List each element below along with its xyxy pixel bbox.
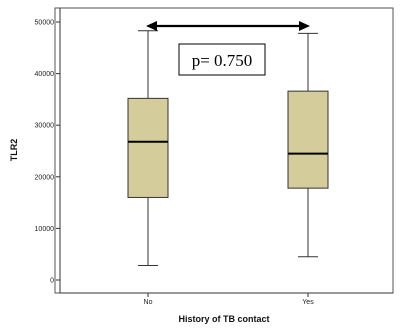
arrow-head-right (299, 21, 310, 31)
y-tick-label: 0 (50, 278, 54, 285)
y-axis-title: TLR2 (9, 139, 19, 162)
y-tick-label: 40000 (35, 71, 55, 78)
y-axis-ticks: 0 10000 20000 30000 40000 50000 (35, 20, 60, 285)
boxes-group (127, 30, 329, 267)
y-tick-label: 20000 (35, 174, 55, 181)
x-tick-label: No (144, 299, 153, 306)
y-tick-label: 50000 (35, 20, 55, 27)
p-value-annotation: p= 0.750 (146, 21, 310, 76)
iqr-box (127, 97, 169, 198)
p-value-box (178, 43, 266, 76)
x-tick-label: Yes (302, 299, 314, 306)
y-tick-label: 30000 (35, 123, 55, 130)
x-axis-title: History of TB contact (178, 314, 269, 324)
x-axis-ticks: No Yes (144, 293, 314, 306)
iqr-box (287, 90, 329, 189)
p-value-text: p= 0.750 (192, 51, 253, 70)
arrow-head-left (146, 21, 157, 31)
y-tick-label: 10000 (35, 226, 55, 233)
